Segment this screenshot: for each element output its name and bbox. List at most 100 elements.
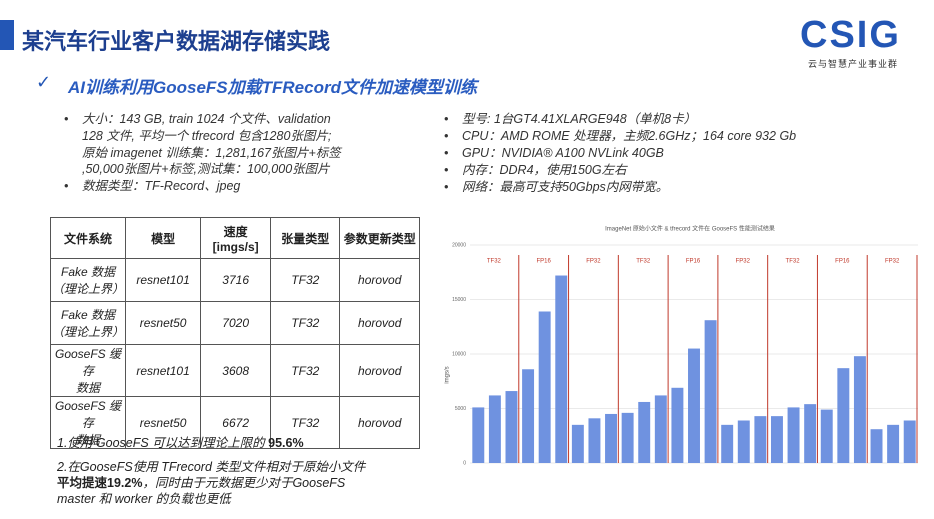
bar xyxy=(621,412,634,463)
table-cell: resnet50 xyxy=(125,301,202,345)
bullet-text: 型号: 1台GT4.41XLARGE948（单机8卡） xyxy=(462,112,697,126)
precision-label: FP16 xyxy=(686,259,701,265)
table-cell: TF32 xyxy=(270,396,341,449)
bullet-dot: • xyxy=(444,112,449,126)
table-cell: resnet101 xyxy=(125,344,202,397)
logo-caption: 云与智慧产业事业群 xyxy=(808,59,899,69)
note: 1.使用 GooseFS 可以达到理论上限的 95.6% xyxy=(57,435,377,451)
table-cell: Fake 数据 （理论上界） xyxy=(49,301,127,345)
bar xyxy=(671,387,684,463)
bar xyxy=(571,424,584,463)
table-cell: 3608 xyxy=(200,344,272,397)
chart: ImageNet 原始小文件 & tfrecord 文件在 GooseFS 性能… xyxy=(435,215,925,505)
bullet-line: 原始 imagenet 训练集：1,281,167张图片+标签 xyxy=(82,145,341,160)
bullet-dot: • xyxy=(444,129,449,143)
note-text: 2.在GooseFS使用 TFrecord 类型文件相对于原始小文件 xyxy=(57,460,366,474)
header-cell: 速度[imgs/s] xyxy=(200,217,272,259)
spec-table: 文件系统 模型 速度[imgs/s] 张量类型 参数更新类型 Fake 数据 （理论上界）… xyxy=(49,217,420,449)
bullet-line: 大小：143 GB, train 1024 个文件、validation xyxy=(82,112,331,126)
bar xyxy=(837,368,850,463)
chart-title: ImageNet 原始小文件 & tfrecord 文件在 GooseFS 性能… xyxy=(605,225,775,233)
table-row: Fake 数据 （理论上界） resnet50 7020 TF32 horovod xyxy=(49,301,420,345)
slide-title: 某汽车行业客户数据湖存储实践 xyxy=(22,29,331,54)
y-tick-label: 20000 xyxy=(452,242,466,248)
bullet-item: • 网络：最高可支持50Gbps内网带宽。 xyxy=(444,179,796,196)
table-cell: 3716 xyxy=(200,258,272,302)
table-cell: 7020 xyxy=(200,301,272,345)
precision-label: FP32 xyxy=(736,259,751,265)
subtitle: AI训练利用GooseFS加载TFRecord文件加速模型训练 xyxy=(68,78,477,97)
note-text: 1.使用 GooseFS 可以达到理论上限的 xyxy=(57,436,269,450)
bar xyxy=(721,424,734,463)
bar xyxy=(488,395,501,463)
y-tick-label: 0 xyxy=(463,460,466,466)
table-cell: Fake 数据 （理论上界） xyxy=(49,258,127,302)
bullet-item: • 内存：DDR4，使用150G左右 xyxy=(444,162,796,179)
bar xyxy=(605,413,618,463)
bullet-item: • 大小：143 GB, train 1024 个文件、validation 128… xyxy=(62,111,341,178)
bullet-dot: • xyxy=(444,180,449,194)
bullet-dot: • xyxy=(64,112,69,126)
bullet-item: • CPU：AMD ROME 处理器，主频2.6GHz；164 core 932 … xyxy=(444,128,796,145)
notes: 1.使用 GooseFS 可以达到理论上限的 95.6% 2.在GooseFS使用… xyxy=(57,435,377,515)
bullet-text: 网络：最高可支持50Gbps内网带宽。 xyxy=(462,180,669,194)
bar xyxy=(787,407,800,463)
bullet-dot: • xyxy=(444,163,449,177)
bullet-line: 128 文件, 平均一个 tfrecord 包含1280张图片; xyxy=(82,128,332,143)
note-text: 平均提速19.2% xyxy=(57,476,143,490)
header-cell: 模型 xyxy=(125,217,202,259)
precision-label: FP16 xyxy=(536,259,551,265)
precision-label: FP32 xyxy=(586,259,601,265)
precision-label: TF32 xyxy=(636,259,651,265)
bar xyxy=(737,420,750,463)
table-cell: horovod xyxy=(339,396,420,449)
bullet-dot: • xyxy=(64,179,69,194)
bar xyxy=(770,416,783,463)
table-row: GooseFS 缓存 数据 resnet101 3608 TF32 horovod xyxy=(49,344,420,397)
right-bullets: • 型号: 1台GT4.41XLARGE948（单机8卡） • CPU：AMD ROM… xyxy=(444,111,796,196)
bar xyxy=(638,401,651,463)
y-axis-label: imgs/s xyxy=(445,366,451,383)
bullet-line: 数据类型：TF-Record、jpeg xyxy=(82,179,241,194)
table-cell: TF32 xyxy=(270,344,341,397)
header-cell: 参数更新类型 xyxy=(339,217,420,259)
bar xyxy=(472,407,485,463)
bullet-text: CPU：AMD ROME 处理器，主频2.6GHz；164 core 932 G… xyxy=(462,129,797,143)
bar xyxy=(588,418,601,463)
y-tick-label: 10000 xyxy=(452,351,466,357)
precision-label: FP32 xyxy=(885,259,900,265)
bar xyxy=(870,429,883,463)
bar xyxy=(754,416,767,463)
bullet-item: • 型号: 1台GT4.41XLARGE948（单机8卡） xyxy=(444,111,796,128)
check-mark: ✓ xyxy=(36,72,52,92)
bar xyxy=(887,424,900,463)
logo: CSIG xyxy=(800,14,901,56)
table-cell: TF32 xyxy=(270,258,341,302)
table-cell: GooseFS 缓存 数据 xyxy=(49,396,127,449)
bullet-item: • 数据类型：TF-Record、jpeg xyxy=(62,178,341,195)
table-cell: resnet101 xyxy=(125,258,202,302)
bar xyxy=(688,348,700,463)
bar xyxy=(654,395,667,463)
table-cell: horovod xyxy=(339,258,420,302)
precision-label: FP16 xyxy=(835,259,850,265)
bullet-line: ,50,000张图片+标签,测试集：100,000张图片 xyxy=(82,162,330,177)
y-tick-label: 15000 xyxy=(452,297,466,303)
bullet-text: 内存：DDR4，使用150G左右 xyxy=(462,163,627,177)
note: 2.在GooseFS使用 TFrecord 类型文件相对于原始小文件 平均提速1… xyxy=(57,459,377,507)
bullet-item: • GPU：NVIDIA® A100 NVLink 40GB xyxy=(444,145,796,162)
bar xyxy=(555,275,568,463)
table-cell: GooseFS 缓存 数据 xyxy=(49,344,127,397)
bullet-text: GPU：NVIDIA® A100 NVLink 40GB xyxy=(462,146,664,160)
bar xyxy=(704,320,717,463)
bullet-dot: • xyxy=(444,146,449,160)
bar xyxy=(820,409,833,463)
bar xyxy=(505,391,518,463)
bar xyxy=(853,356,866,463)
table-cell: horovod xyxy=(339,344,420,397)
y-tick-label: 5000 xyxy=(455,406,466,412)
title-accent xyxy=(0,20,14,50)
bar xyxy=(538,311,551,463)
note-text: ，同时由于元数据更少对于GooseFS master 和 worker 的负载也… xyxy=(57,476,346,506)
